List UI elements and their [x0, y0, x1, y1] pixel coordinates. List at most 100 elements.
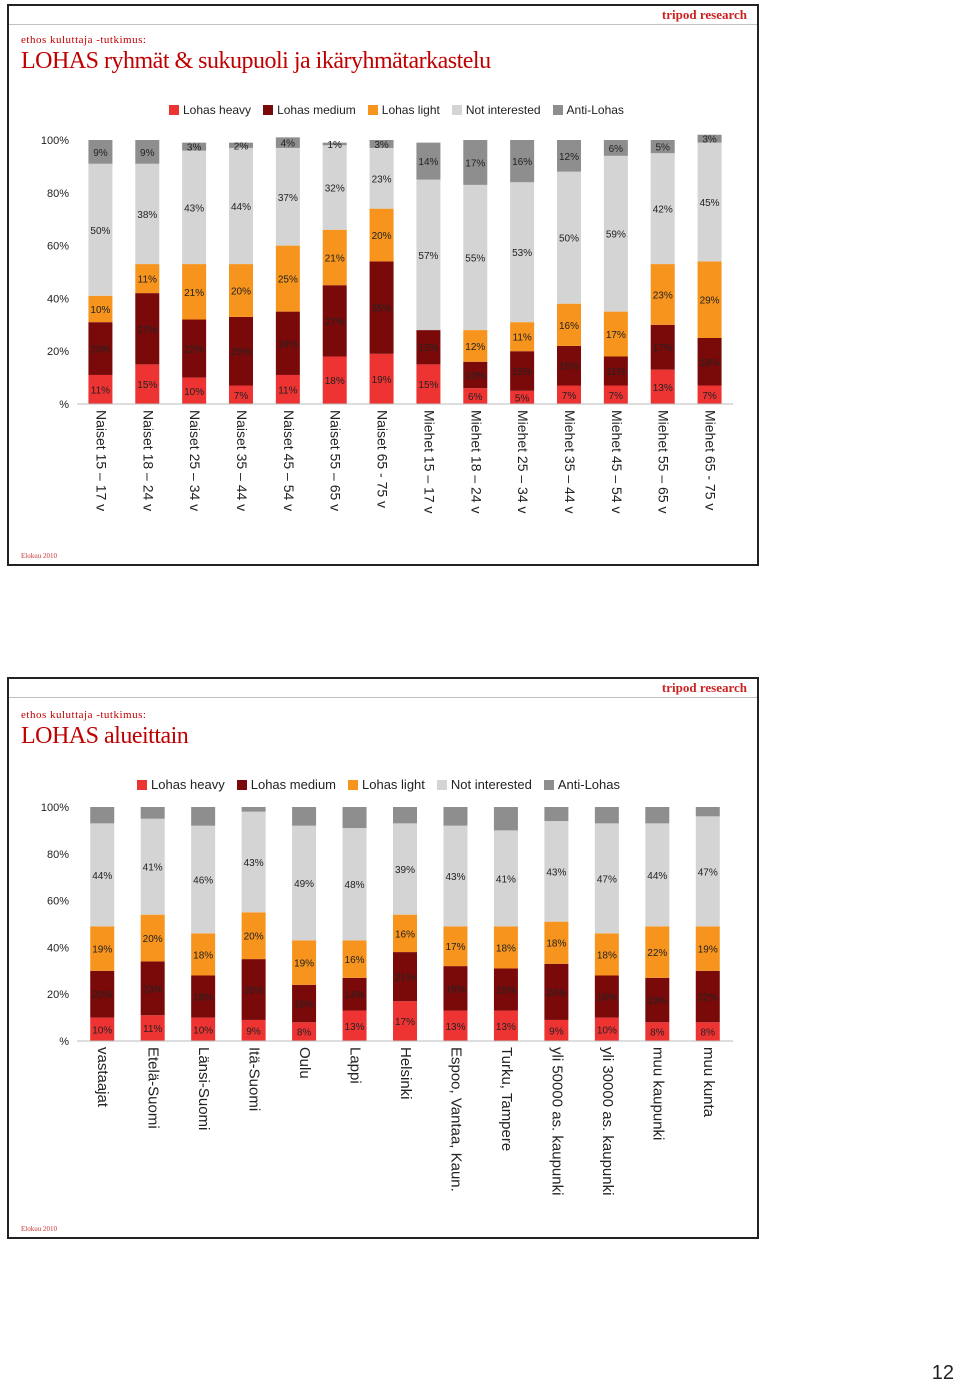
bar-segment	[645, 807, 670, 824]
data-label: 18%	[496, 943, 516, 954]
y-tick-label: 40%	[47, 293, 69, 305]
bar-segment	[544, 1019, 569, 1041]
bar-segment	[88, 140, 113, 164]
data-label: 21%	[325, 253, 345, 264]
bar-segment	[241, 912, 266, 960]
category-label: Oulu	[296, 1047, 313, 1079]
data-label: 20%	[90, 345, 110, 356]
bar-segment	[140, 1015, 165, 1041]
bar-segment	[697, 142, 722, 262]
bar-segment	[393, 952, 417, 1002]
slide-lohas-age-gender: tripod research ethos kuluttaja -tutkimu…	[7, 4, 759, 566]
bar-segment	[493, 807, 518, 831]
bar-segment	[594, 823, 619, 934]
data-label: 48%	[345, 880, 365, 891]
bar-segment	[463, 388, 488, 404]
bar-segment	[695, 970, 720, 1023]
bar-segment	[557, 140, 581, 172]
data-label: 15%	[137, 380, 157, 391]
bar-segment	[88, 295, 113, 323]
data-label: 25%	[278, 275, 298, 286]
data-label: 59%	[606, 230, 626, 241]
category-label: vastaajat	[94, 1047, 111, 1108]
data-label: 8%	[701, 1028, 716, 1039]
bar-segment	[650, 324, 675, 370]
brand-bar: tripod research	[9, 6, 757, 25]
data-label: 39%	[395, 865, 415, 876]
bar-segment	[544, 921, 569, 964]
bar-segment	[229, 147, 253, 265]
bar-segment	[557, 385, 581, 404]
bar-segment	[594, 807, 619, 824]
bar-segment	[463, 184, 488, 331]
data-label: 10%	[597, 1025, 617, 1036]
legend-label: Lohas heavy	[151, 777, 225, 792]
data-label: 44%	[92, 871, 112, 882]
bar-segment	[140, 914, 165, 962]
y-tick-label: 100%	[41, 135, 69, 147]
bar-segment	[140, 818, 165, 915]
data-label: 20%	[143, 934, 163, 945]
bar-segment	[697, 134, 722, 143]
bar-segment	[650, 140, 675, 154]
chart-legend: Lohas heavy Lohas medium Lohas light Not…	[137, 777, 620, 792]
data-label: 7%	[609, 391, 624, 402]
bar-segment	[695, 1022, 720, 1041]
data-label: 17%	[445, 942, 465, 953]
bar-segment	[510, 140, 535, 183]
bar-segment	[191, 825, 216, 934]
bar-segment	[645, 1022, 670, 1041]
data-label: 3%	[702, 135, 717, 146]
legend-label: Lohas medium	[250, 777, 337, 792]
slide-lohas-regions: tripod research ethos kuluttaja -tutkimu…	[7, 677, 759, 1239]
y-tick-label: 60%	[47, 241, 69, 253]
data-label: 20%	[372, 231, 392, 242]
y-tick-label: 20%	[47, 989, 69, 1001]
data-label: 42%	[653, 205, 673, 216]
data-label: 18%	[597, 950, 617, 961]
chart-legend: Lohas heavy Lohas medium Lohas light Not…	[169, 103, 624, 117]
bar-segment	[191, 933, 216, 976]
bar-segment	[275, 137, 300, 148]
legend-swatch	[543, 779, 554, 790]
bar-segment	[229, 142, 253, 148]
bar-segment	[90, 926, 115, 971]
data-label: 16%	[294, 1000, 314, 1011]
bar-segment	[90, 807, 115, 824]
y-tick-label: %	[59, 399, 69, 411]
data-label: 29%	[700, 296, 720, 307]
category-label: Miehet 18 – 24 v	[468, 410, 484, 514]
bar-segment	[241, 811, 266, 913]
bar-segment	[510, 182, 535, 323]
data-label: 43%	[445, 872, 465, 883]
data-label: 12%	[559, 152, 579, 163]
slide-subtitle: ethos kuluttaja -tutkimus:	[21, 709, 147, 721]
bar-segment	[90, 1017, 115, 1041]
legend-swatch	[169, 105, 179, 115]
data-label: 44%	[231, 202, 251, 213]
bar-segment	[88, 322, 113, 375]
legend-label: Not interested	[450, 777, 532, 792]
stacked-bar-chart-regions: 100% 80% 60% 40% 20%% 10% 20% 19% 44% vastaajat 11…	[41, 802, 733, 1195]
category-label: Turku, Tampere	[498, 1047, 515, 1151]
bar-segment	[275, 147, 300, 246]
data-label: 15%	[512, 367, 532, 378]
category-label: Itä-Suomi	[246, 1047, 263, 1111]
bar-segment	[697, 261, 722, 338]
data-label: 23%	[372, 174, 392, 185]
brand-text: tripod research	[661, 7, 747, 22]
data-label: 15%	[418, 380, 438, 391]
bar-segment	[463, 140, 488, 185]
legend-swatch	[137, 779, 147, 790]
data-label: 18%	[700, 358, 720, 369]
bar-segment	[393, 914, 417, 953]
data-label: 19%	[92, 945, 112, 956]
category-label: yli 50000 as. kaupunki	[548, 1047, 565, 1195]
data-label: 13%	[496, 1022, 516, 1033]
bar-segment	[88, 163, 113, 296]
bar-segment	[594, 1017, 619, 1041]
category-label: yli 30000 as. kaupunki	[599, 1047, 616, 1195]
legend-label: Lohas light	[381, 103, 440, 117]
data-label: 1%	[327, 140, 342, 151]
data-label: 21%	[395, 973, 415, 984]
